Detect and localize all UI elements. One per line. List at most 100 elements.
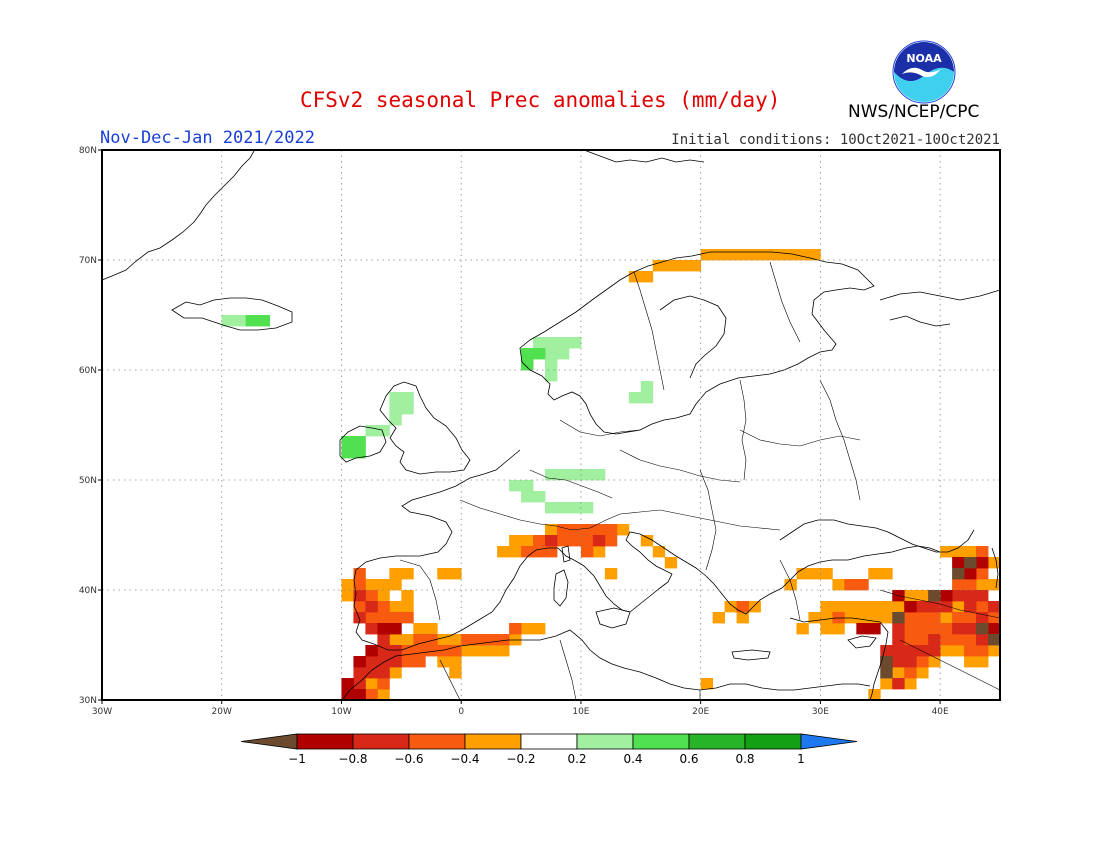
- anomaly-cell-alps: [509, 546, 522, 558]
- anomaly-cell-alps: [545, 524, 558, 536]
- anomaly-cell-turkey-dark: [988, 623, 1001, 635]
- anomaly-cell-morocco-dark: [365, 645, 378, 657]
- anomaly-cell-norway: [545, 337, 558, 349]
- anomaly-cell-turkey-dark: [868, 623, 881, 635]
- colorbar-label: 1: [797, 752, 805, 766]
- anomaly-cell-iberia-orange: [401, 568, 414, 580]
- anomaly-cell-turkey-deep: [904, 645, 917, 657]
- anomaly-cell-greece-red: [736, 601, 749, 613]
- colorbar-arrow-high: [800, 733, 858, 750]
- anomaly-cell-morocco-dark: [341, 678, 354, 690]
- anomaly-cell-germany-france: [533, 491, 546, 503]
- anomaly-cell-turkey-deep: [952, 590, 965, 602]
- anomaly-cell-iberia-orange: [389, 568, 402, 580]
- anomaly-cell-iberia-orange: [389, 601, 402, 613]
- anomaly-cell-turkey-brown: [928, 590, 941, 602]
- colorbar-segment: [296, 733, 354, 750]
- anomaly-cell-north-norway: [784, 249, 797, 261]
- anomaly-cell-iberia-red: [365, 689, 378, 701]
- anomaly-cell-turkey-red: [928, 612, 941, 624]
- anomaly-cell-iberia-orange: [461, 645, 474, 657]
- anomaly-cell-germany-france: [556, 502, 570, 514]
- lon-tick-label: 20W: [212, 707, 232, 717]
- lat-tick-label: 30N: [79, 696, 97, 706]
- anomaly-cell-turkey-orange: [796, 623, 809, 635]
- colorbar-label: 0.6: [679, 752, 698, 766]
- anomaly-cell-ireland-light: [365, 425, 378, 437]
- anomaly-cell-turkey-orange: [832, 601, 845, 613]
- colorbar-arrow-low: [240, 733, 298, 750]
- anomaly-cell-germany-france: [509, 480, 522, 492]
- anomaly-cell-iberia-orange: [401, 634, 414, 646]
- anomaly-cell-turkey-deep: [976, 590, 989, 602]
- anomaly-cell-iberia-orange: [473, 645, 486, 657]
- anomaly-cell-iberia-red: [437, 645, 450, 657]
- anomaly-cell-ireland: [341, 447, 354, 459]
- anomaly-cell-germany-france: [580, 502, 594, 514]
- anomaly-cell-turkey-red: [964, 579, 977, 591]
- anomaly-cell-germany-france: [568, 469, 582, 481]
- anomaly-cell-turkey-orange: [880, 601, 893, 613]
- anomaly-cell-alps: [604, 568, 618, 580]
- anomaly-cell-turkey-brown: [892, 612, 905, 624]
- anomaly-cell-iberia-red: [449, 645, 462, 657]
- lat-tick-label: 40N: [79, 586, 97, 596]
- anomaly-cell-turkey-orange: [868, 612, 881, 624]
- anomaly-cell-turkey-orange: [820, 601, 833, 613]
- anomaly-cell-ireland: [341, 436, 354, 448]
- anomaly-cell-iberia-red: [509, 623, 522, 635]
- anomaly-cell-north-norway: [676, 260, 690, 272]
- anomaly-cell-iberia-orange: [389, 634, 402, 646]
- anomaly-cell-iberia-deep: [389, 645, 402, 657]
- anomaly-cell-turkey-brown: [880, 667, 893, 679]
- anomaly-cell-turkey-red: [976, 645, 989, 657]
- anomaly-cell-norway: [545, 348, 558, 360]
- anomaly-cell-sweden: [640, 392, 654, 404]
- anomaly-cell-turkey-deep: [928, 634, 941, 646]
- anomaly-cell-turkey-brown: [952, 568, 965, 580]
- anomaly-cell-iberia-orange: [377, 579, 390, 591]
- anomaly-cell-turkey-brown: [976, 623, 989, 635]
- anomaly-cell-north-norway: [688, 260, 702, 272]
- anomaly-cell-turkey-orange: [796, 568, 809, 580]
- anomaly-cell-iberia-red: [389, 612, 402, 624]
- colorbar-segment: [464, 733, 522, 750]
- anomaly-cell-iberia-deep: [365, 623, 378, 635]
- lon-tick-label: 10E: [572, 707, 589, 717]
- anomaly-cell-alps: [664, 557, 678, 569]
- anomaly-cell-alps-core: [533, 546, 546, 558]
- anomaly-cell-libya: [700, 678, 714, 690]
- anomaly-cell-norway: [545, 359, 558, 371]
- anomaly-cell-turkey-red: [916, 612, 929, 624]
- anomaly-cell-turkey-red: [904, 612, 917, 624]
- anomaly-cell-alps-core: [533, 535, 546, 547]
- anomaly-cell-turkey-deep: [976, 612, 989, 624]
- anomaly-cell-iberia-deep: [389, 656, 402, 668]
- colorbar-segment: [576, 733, 634, 750]
- anomaly-cell-turkey-orange: [952, 601, 965, 613]
- anomaly-cell-turkey-orange: [892, 601, 905, 613]
- lat-tick-label: 80N: [79, 146, 97, 156]
- anomaly-cell-turkey-red: [916, 634, 929, 646]
- colorbar-segment: [688, 733, 746, 750]
- anomaly-cell-turkey-deep: [964, 623, 977, 635]
- anomaly-cell-turkey-deep: [952, 623, 965, 635]
- anomaly-cell-turkey-red: [904, 667, 917, 679]
- anomaly-cell-greece: [712, 612, 726, 624]
- colorbar-label: −1: [288, 752, 306, 766]
- anomaly-cell-iberia-red: [401, 656, 414, 668]
- anomaly-cell-iberia-deep: [365, 656, 378, 668]
- colorbar-label: −0.6: [394, 752, 423, 766]
- anomaly-cell-north-norway: [700, 249, 714, 261]
- anomaly-cell-iberia-red: [413, 634, 426, 646]
- map-title: CFSv2 seasonal Prec anomalies (mm/day): [300, 88, 781, 112]
- anomaly-cell-turkey-red: [844, 579, 857, 591]
- anomaly-cell-iberia-deep: [353, 612, 366, 624]
- anomaly-cell-norway-coast: [521, 348, 534, 360]
- anomaly-cell-turkey-deep: [964, 590, 977, 602]
- anomaly-cell-turkey-dark: [964, 568, 977, 580]
- anomaly-cell-iberia-deep: [353, 678, 366, 690]
- anomaly-cell-iberia-orange: [425, 623, 438, 635]
- colorbar-label: 0.4: [623, 752, 642, 766]
- anomaly-cell-germany-france: [521, 480, 534, 492]
